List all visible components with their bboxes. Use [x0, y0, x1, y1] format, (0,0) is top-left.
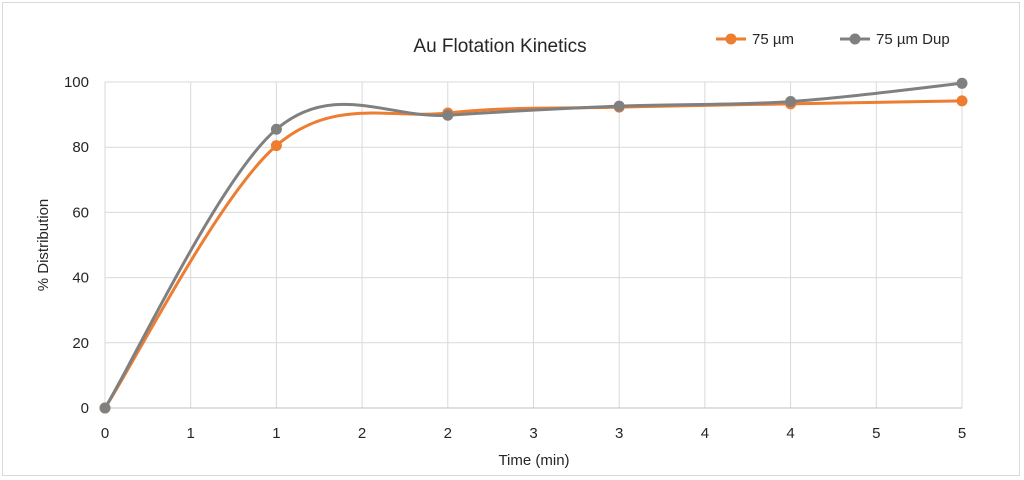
x-axis-label: Time (min)	[498, 452, 569, 469]
y-tick-label: 60	[72, 204, 89, 221]
data-point	[613, 100, 625, 112]
legend-label: 75 µm Dup	[876, 31, 950, 48]
data-point	[270, 140, 282, 152]
y-tick-label: 0	[81, 400, 89, 417]
series-layer	[99, 77, 968, 414]
series-2	[99, 77, 968, 414]
data-point	[956, 77, 968, 89]
x-tick-label: 1	[187, 425, 195, 442]
y-tick-label: 80	[72, 139, 89, 156]
legend-item: 75 µm Dup	[840, 31, 950, 48]
x-tick-label: 1	[272, 425, 280, 442]
x-tick-label: 3	[529, 425, 537, 442]
legend-label: 75 µm	[752, 31, 794, 48]
legend-marker	[725, 33, 737, 45]
legend-marker	[849, 33, 861, 45]
legend: 75 µm 75 µm Dup	[716, 31, 950, 48]
x-tick-label: 5	[958, 425, 966, 442]
data-point	[785, 96, 797, 108]
data-point	[270, 123, 282, 135]
x-tick-label: 4	[786, 425, 794, 442]
y-axis-label: % Distribution	[35, 199, 52, 292]
y-tick-label: 20	[72, 335, 89, 352]
x-tick-label: 0	[101, 425, 109, 442]
data-point	[442, 109, 454, 121]
series-line	[103, 99, 964, 410]
data-point	[99, 402, 111, 414]
x-tick-label: 2	[358, 425, 366, 442]
data-point	[956, 95, 968, 107]
y-tick-label: 100	[64, 74, 89, 91]
legend-item: 75 µm	[716, 31, 794, 48]
chart-title: Au Flotation Kinetics	[413, 36, 586, 57]
gridlines	[104, 81, 963, 409]
x-tick-label: 5	[872, 425, 880, 442]
x-tick-label: 3	[615, 425, 623, 442]
y-tick-labels: 0 20 40 60 80 100	[64, 74, 89, 417]
x-tick-label: 2	[444, 425, 452, 442]
x-tick-labels: 0 1 1 2 2 3 3 4 4 5 5	[101, 425, 966, 442]
series-line	[103, 81, 964, 410]
x-tick-label: 4	[701, 425, 709, 442]
y-tick-label: 40	[72, 270, 89, 287]
